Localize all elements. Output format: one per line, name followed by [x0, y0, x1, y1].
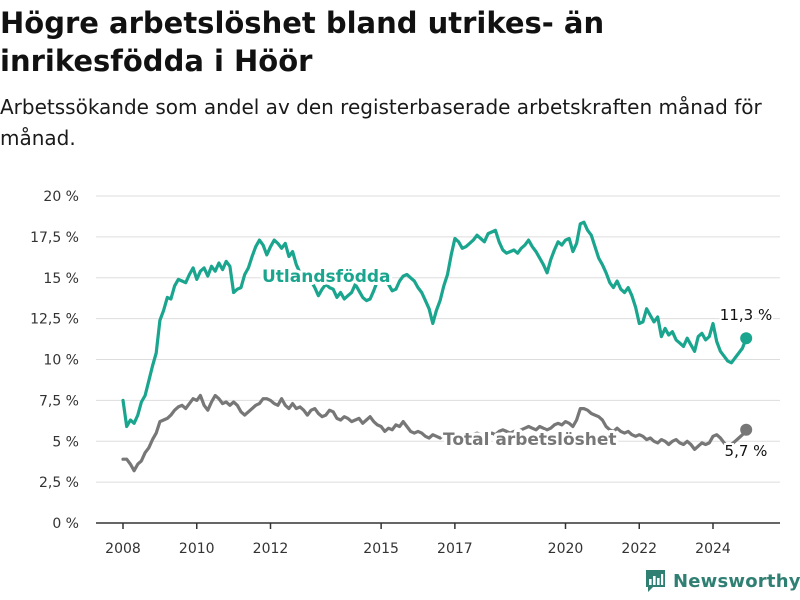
chart-subtitle: Arbetssökande som andel av den registerb…	[0, 95, 762, 150]
y-tick-label: 17,5 %	[30, 230, 79, 246]
x-tick-labels: 2008 2010 2012 2015 2017 2020 2022 2024	[105, 541, 731, 557]
y-tick-label: 2,5 %	[39, 475, 79, 491]
y-tick-label: 15 %	[43, 271, 79, 287]
x-tick-label: 2017	[437, 541, 473, 557]
series-line	[121, 220, 748, 429]
end-labels: 11,3 % 5,7 %	[718, 304, 774, 462]
x-tick-label: 2020	[548, 541, 584, 557]
end-point-marker	[740, 332, 753, 345]
newsworthy-logo-icon	[646, 570, 665, 592]
end-markers	[740, 332, 753, 436]
y-tick-label: 20 %	[43, 189, 79, 205]
series-name-label: Total arbetslöshet	[443, 430, 617, 450]
newsworthy-brand-name: Newsworthy	[673, 570, 800, 592]
chart-title: Högre arbetslöshet bland utrikes- än inr…	[0, 6, 605, 78]
series-line	[121, 393, 748, 473]
x-tick-label: 2008	[105, 541, 141, 557]
x-tick-label: 2022	[621, 541, 657, 557]
y-tick-label: 12,5 %	[30, 312, 79, 328]
y-tick-label: 0 %	[52, 516, 79, 532]
x-tick-label: 2015	[363, 541, 399, 557]
series-lines	[121, 220, 748, 473]
x-ticks	[122, 523, 714, 529]
y-tick-label: 10 %	[43, 353, 79, 369]
end-value-label: 5,7 %	[725, 442, 768, 460]
end-value-label: 11,3 %	[720, 306, 772, 324]
x-tick-label: 2010	[179, 541, 215, 557]
y-tick-label: 7,5 %	[39, 393, 79, 409]
newsworthy-brand[interactable]: Newsworthy	[644, 568, 800, 594]
end-point-marker	[740, 423, 753, 436]
x-tick-label: 2012	[253, 541, 289, 557]
x-tick-label: 2024	[695, 541, 731, 557]
y-tick-label: 5 %	[52, 434, 79, 450]
y-tick-labels: 0 % 2,5 % 5 % 7,5 % 10 % 12,5 % 15 % 17,5 % 20 %	[30, 189, 79, 532]
series-name-label: Utlandsfödda	[262, 267, 391, 287]
series-labels: Utlandsfödda Total arbetslöshet	[259, 264, 620, 453]
